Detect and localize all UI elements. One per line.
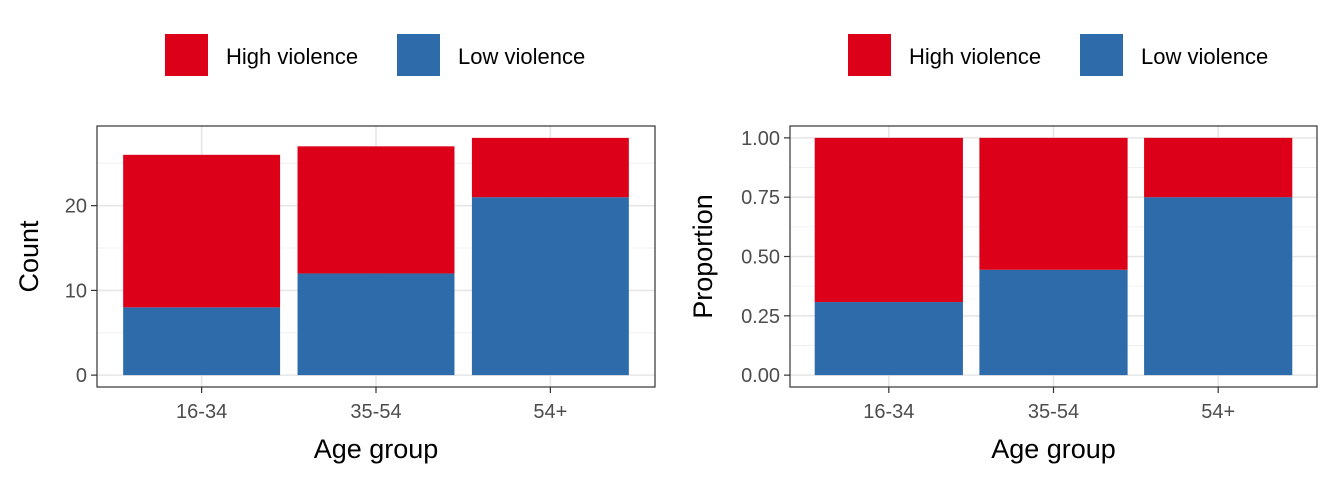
bar-high-violence-54+ (1144, 137, 1293, 198)
y-tick-label: 0.50 (741, 247, 780, 269)
legend-key (1080, 34, 1123, 76)
bar-high-violence-16-34 (814, 137, 963, 303)
legend-key (397, 34, 440, 76)
y-axis-title: Count (14, 220, 44, 293)
bar-low-violence-16-34 (814, 302, 963, 376)
y-tick-label: 20 (65, 196, 87, 218)
bar-low-violence-54+ (1144, 197, 1293, 376)
bar-high-violence-35-54 (297, 146, 455, 274)
x-axis-title: Age group (314, 434, 439, 464)
bar-high-violence-16-34 (123, 154, 281, 308)
x-axis-title: Age group (991, 434, 1116, 464)
bar-low-violence-54+ (471, 197, 629, 376)
x-tick-label: 54+ (533, 401, 567, 423)
legend-key (165, 34, 208, 76)
y-tick-label: 0 (76, 365, 87, 387)
bar-high-violence-35-54 (979, 137, 1128, 270)
legend-label: Low violence (458, 44, 585, 69)
y-axis-title: Proportion (688, 194, 718, 319)
y-tick-label: 10 (65, 280, 87, 302)
legend-label: Low violence (1141, 44, 1268, 69)
legend-label: High violence (909, 44, 1041, 69)
x-tick-label: 35-54 (1028, 401, 1079, 423)
y-tick-label: 0.25 (741, 306, 780, 328)
bar-low-violence-35-54 (979, 269, 1128, 376)
y-tick-label: 0.75 (741, 187, 780, 209)
bar-low-violence-16-34 (123, 307, 281, 376)
x-tick-label: 54+ (1201, 401, 1235, 423)
bar-low-violence-35-54 (297, 273, 455, 376)
legend-key (848, 34, 891, 76)
bar-high-violence-54+ (471, 137, 629, 198)
x-tick-label: 16-34 (863, 401, 914, 423)
x-tick-label: 16-34 (176, 401, 227, 423)
y-tick-label: 0.00 (741, 365, 780, 387)
legend-label: High violence (226, 44, 358, 69)
y-tick-label: 1.00 (741, 128, 780, 150)
x-tick-label: 35-54 (350, 401, 401, 423)
